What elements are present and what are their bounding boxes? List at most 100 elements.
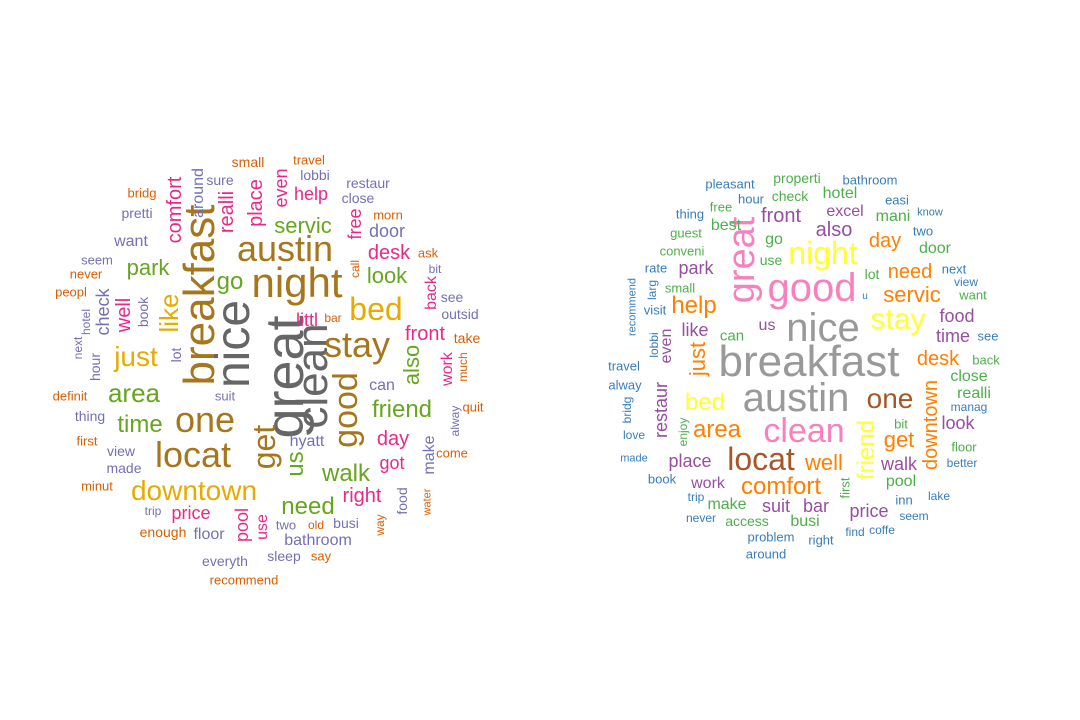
word-use: use	[759, 252, 783, 268]
word-first: first	[837, 477, 853, 499]
word-never: never	[69, 266, 103, 282]
word-bar: bar	[802, 496, 830, 516]
word-right: right	[342, 485, 382, 507]
word-manag: manag	[950, 400, 988, 414]
word-got: got	[379, 453, 405, 473]
word-enough: enough	[139, 524, 187, 540]
word-food: food	[939, 306, 975, 326]
word-help: help	[293, 184, 329, 204]
word-pleasant: pleasant	[705, 176, 755, 192]
word-day: day	[376, 428, 410, 450]
word-thing: thing	[675, 206, 705, 222]
word-want: want	[114, 233, 148, 250]
word-mani: mani	[875, 208, 911, 225]
word-stay: stay	[323, 324, 391, 365]
word-desk: desk	[367, 242, 411, 264]
word-work: work	[439, 352, 456, 386]
word-park: park	[126, 255, 170, 280]
word-trip: trip	[144, 504, 162, 518]
word-like: like	[154, 293, 184, 333]
word-walk: walk	[321, 460, 371, 487]
word-bed: bed	[349, 291, 403, 327]
word-lake: lake	[927, 489, 951, 503]
word-desk: desk	[916, 348, 960, 370]
word-restaur: restaur	[651, 381, 671, 439]
word-bridg: bridg	[620, 396, 634, 424]
word-front: front	[760, 205, 802, 227]
word-us: us	[758, 317, 776, 334]
word-bathroom: bathroom	[284, 532, 352, 549]
word-servic: servic	[883, 282, 941, 307]
word-around: around	[190, 168, 207, 218]
word-rate: rate	[644, 260, 668, 276]
word-quit: quit	[462, 399, 484, 415]
word-access: access	[725, 513, 769, 529]
word-problem: problem	[747, 529, 795, 545]
word-right: right	[808, 532, 834, 548]
word-cloud-right: breakfast nice austin good great clean locat on…	[540, 0, 1080, 720]
word-bar: bar	[324, 311, 342, 325]
word-free: free	[709, 199, 733, 215]
word-small: small	[664, 280, 696, 296]
word-around: around	[745, 546, 787, 562]
word-see: see	[977, 328, 999, 344]
word-lobbi: lobbi	[300, 167, 330, 183]
word-book: book	[135, 296, 151, 328]
word-know: know	[917, 206, 943, 219]
word-two: two	[912, 223, 934, 239]
word-recommend: recommend	[209, 572, 279, 588]
word-one: one	[174, 399, 236, 440]
word-conveni: conveni	[659, 243, 705, 259]
word-sure: sure	[206, 172, 234, 188]
word-made: made	[106, 460, 142, 476]
word-make: make	[707, 496, 747, 513]
word-help: help	[671, 292, 717, 319]
word-trip: trip	[687, 490, 705, 504]
word-next: next	[941, 261, 967, 277]
word-suit: suit	[761, 496, 791, 516]
word-seem: seem	[81, 252, 113, 268]
word-one: one	[866, 383, 914, 414]
word-clean: clean	[763, 412, 845, 450]
word-visit: visit	[643, 302, 667, 318]
word-better: better	[946, 456, 978, 470]
word-larg: larg	[645, 279, 659, 301]
word-busi: busi	[333, 515, 359, 531]
word-even: even	[658, 328, 675, 364]
word-made: made	[620, 452, 648, 465]
word-work: work	[691, 475, 725, 492]
word-go: go	[216, 268, 244, 295]
word-locat: locat	[727, 441, 795, 477]
word-view: view	[106, 443, 136, 459]
word-floor: floor	[193, 526, 225, 543]
word-lot: lot	[168, 347, 184, 363]
word-price: price	[849, 501, 889, 521]
word-comfort: comfort	[164, 176, 186, 244]
word-hour: hour	[737, 191, 765, 207]
word-time: time	[935, 326, 971, 346]
word-alway: alway	[608, 377, 642, 393]
word-bed: bed	[684, 389, 726, 416]
word-get: get	[883, 427, 915, 452]
word-coffe: coffe	[869, 523, 895, 537]
word-close: close	[950, 368, 988, 385]
word-book: book	[647, 471, 677, 487]
word-realli: realli	[957, 385, 991, 402]
word-guest: guest	[670, 225, 702, 241]
word-comfort: comfort	[740, 473, 822, 500]
word-cloud-left: great nice clean night breakfast austin one loc…	[53, 154, 484, 588]
word-best: best	[710, 217, 742, 234]
word-need: need	[281, 493, 335, 520]
word-go: go	[765, 231, 783, 248]
word-front: front	[404, 323, 446, 345]
word-enjoy: enjoy	[676, 417, 690, 447]
word-hotel: hotel	[79, 308, 93, 336]
word-time: time	[117, 411, 163, 438]
word-just: just	[114, 341, 158, 372]
word-lobbi: lobbi	[647, 332, 661, 358]
word-love: love	[622, 428, 646, 442]
word-locat: locat	[154, 434, 232, 475]
word-bit: bit	[894, 416, 908, 432]
word-friend: friend	[371, 396, 433, 423]
word-day: day	[868, 230, 902, 252]
